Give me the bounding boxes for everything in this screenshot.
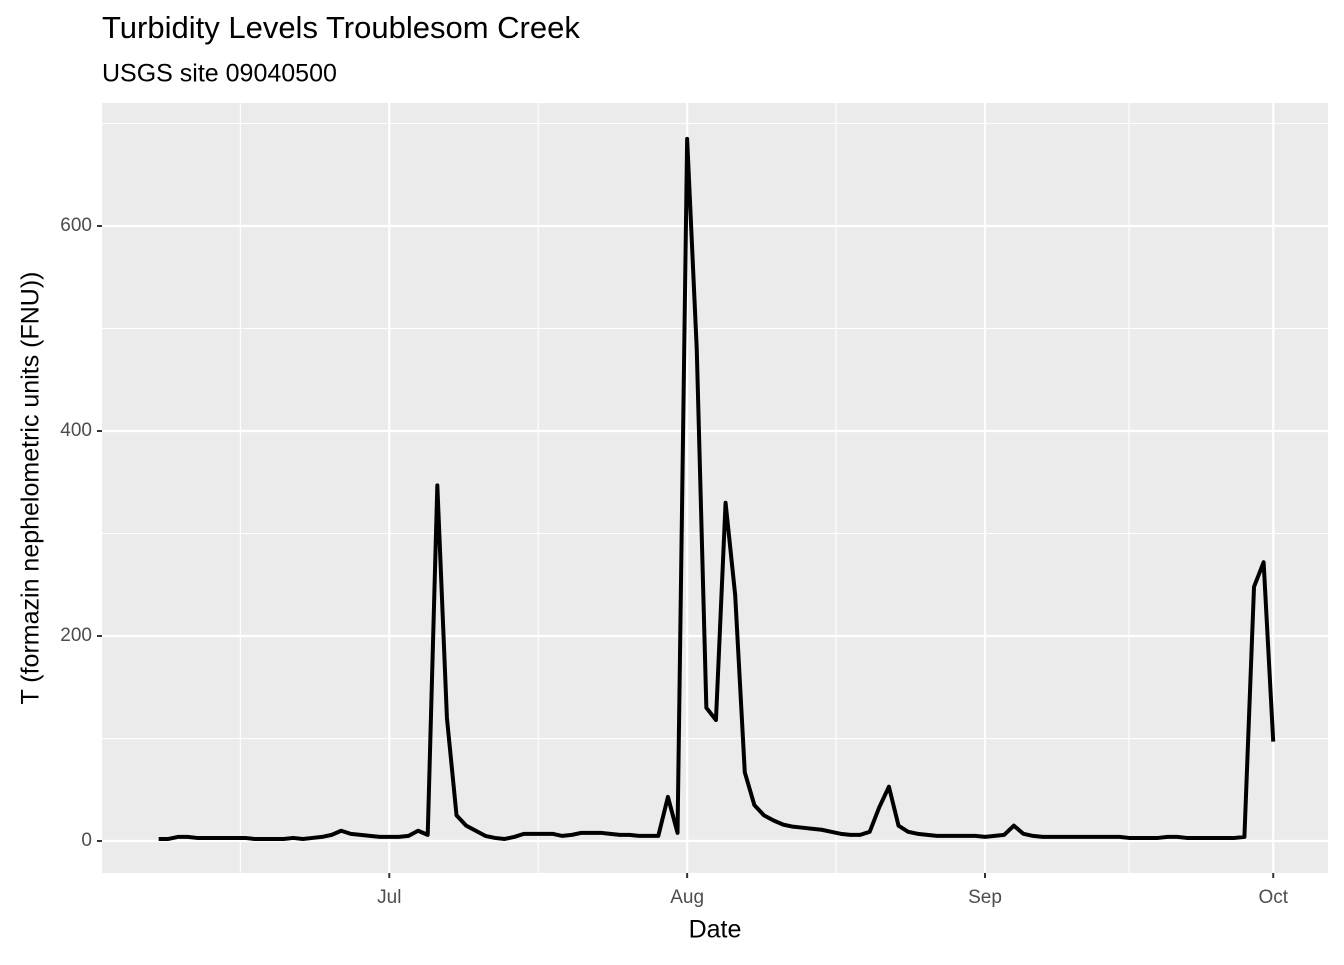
x-tick-label: Sep — [968, 887, 1002, 908]
x-tick-label: Aug — [670, 887, 704, 908]
data-line — [158, 136, 1276, 841]
x-tick-label: Oct — [1258, 887, 1288, 908]
y-tick-label: 0 — [81, 830, 92, 851]
x-axis-title: Date — [689, 916, 742, 944]
panel-background — [102, 103, 1328, 873]
y-axis-title: T (formazin nephelometric units (FNU)) — [17, 272, 45, 705]
y-tick-label: 400 — [60, 420, 92, 441]
x-tick-label: Jul — [377, 887, 401, 908]
chart-subtitle: USGS site 09040500 — [102, 60, 337, 88]
y-tick-label: 600 — [60, 215, 92, 236]
y-tick-label: 200 — [60, 625, 92, 646]
chart-title: Turbidity Levels Troublesom Creek — [102, 10, 580, 45]
